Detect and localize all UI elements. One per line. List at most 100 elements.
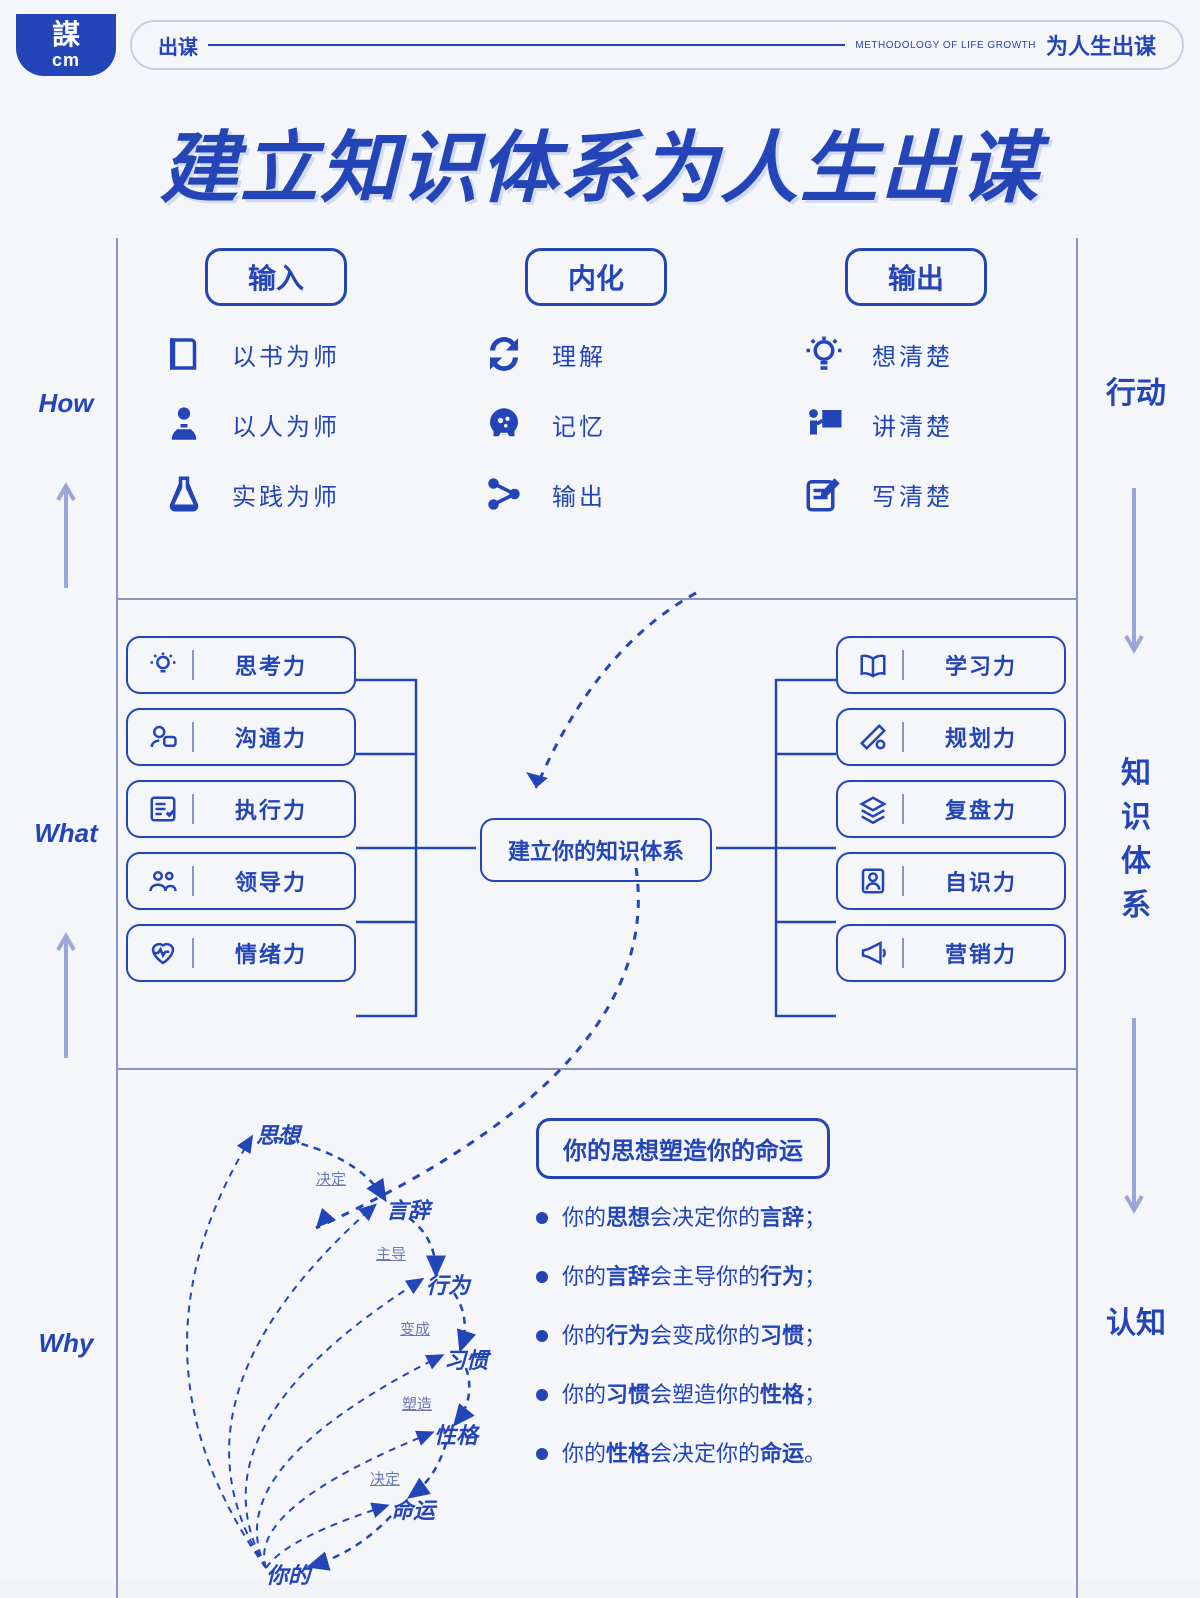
how-item: 讲清楚 bbox=[800, 400, 1068, 448]
how-item-text: 理解 bbox=[552, 337, 606, 372]
ruler-icon bbox=[856, 720, 890, 754]
team-icon bbox=[146, 864, 180, 898]
how-item: 实践为师 bbox=[160, 470, 428, 518]
how-item: 以书为师 bbox=[160, 330, 428, 378]
skill-text: 营销力 bbox=[916, 937, 1046, 969]
header: 謀 cm 出谋 METHODOLOGY OF LIFE GROWTH 为人生出谋 bbox=[0, 0, 1200, 86]
how-item: 记忆 bbox=[480, 400, 748, 448]
down-arrow-icon bbox=[1124, 488, 1144, 658]
skill-text: 沟通力 bbox=[206, 721, 336, 753]
how-item: 想清楚 bbox=[800, 330, 1068, 378]
layers-icon bbox=[856, 792, 890, 826]
brain-icon bbox=[480, 400, 528, 448]
flask-icon bbox=[160, 470, 208, 518]
user-icon bbox=[856, 864, 890, 898]
skill-text: 学习力 bbox=[916, 649, 1046, 681]
how-item-text: 记忆 bbox=[552, 407, 606, 442]
up-arrow-icon bbox=[56, 928, 76, 1058]
how-item: 写清楚 bbox=[800, 470, 1068, 518]
skill-pill: 规划力 bbox=[836, 708, 1066, 766]
bulb-icon bbox=[800, 330, 848, 378]
write-icon bbox=[800, 470, 848, 518]
cycle-edge-label: 决定 bbox=[370, 1468, 400, 1489]
skill-pill: 执行力 bbox=[126, 780, 356, 838]
skill-pill: 营销力 bbox=[836, 924, 1066, 982]
how-item-text: 想清楚 bbox=[872, 337, 953, 372]
skill-pill: 自识力 bbox=[836, 852, 1066, 910]
how-column: 输入以书为师以人为师实践为师 bbox=[116, 248, 436, 588]
right-label-action: 行动 bbox=[1088, 368, 1184, 412]
why-bullet: 你的言辞会主导你的行为； bbox=[536, 1260, 1046, 1293]
how-item-text: 实践为师 bbox=[232, 477, 340, 512]
cycle-icon bbox=[480, 330, 528, 378]
how-item-text: 写清楚 bbox=[872, 477, 953, 512]
grid: How What Why 行动 知识体系 认知 输入以书为师以人为师实践为师内化… bbox=[16, 238, 1184, 1598]
how-item-text: 以书为师 bbox=[232, 337, 340, 372]
column-header: 输入 bbox=[205, 248, 347, 306]
section-what: 建立你的知识体系 思考力沟通力执行力领导力情绪力 学习力规划力复盘力自识力营销力 bbox=[116, 618, 1076, 1058]
cycle-node: 言辞 bbox=[386, 1193, 430, 1225]
logo-top: 謀 bbox=[52, 21, 80, 49]
cycle-edge-label: 变成 bbox=[400, 1318, 430, 1339]
why-bullet: 你的习惯会塑造你的性格； bbox=[536, 1378, 1046, 1411]
column-header: 内化 bbox=[525, 248, 667, 306]
why-right: 你的思想塑造你的命运 你的思想会决定你的言辞； 你的言辞会主导你的行为； 你的行为会… bbox=[536, 1118, 1046, 1496]
cycle-node: 习惯 bbox=[444, 1343, 488, 1375]
why-bullet: 你的思想会决定你的言辞； bbox=[536, 1201, 1046, 1234]
vertical-line-right bbox=[1076, 238, 1078, 1598]
present-icon bbox=[800, 400, 848, 448]
how-column: 输出想清楚讲清楚写清楚 bbox=[756, 248, 1076, 588]
bulb2-icon bbox=[146, 648, 180, 682]
logo-sub: cm bbox=[52, 51, 80, 69]
header-right-label: 为人生出谋 bbox=[1046, 29, 1156, 61]
header-pill: 出谋 METHODOLOGY OF LIFE GROWTH 为人生出谋 bbox=[130, 20, 1184, 70]
down-arrow-icon bbox=[1124, 1018, 1144, 1218]
header-small-text: METHODOLOGY OF LIFE GROWTH bbox=[855, 40, 1036, 51]
share-icon bbox=[480, 470, 528, 518]
how-item: 输出 bbox=[480, 470, 748, 518]
why-list: 你的思想会决定你的言辞； 你的言辞会主导你的行为； 你的行为会变成你的习惯； 你的习惯… bbox=[536, 1201, 1046, 1470]
why-bullet: 你的性格会决定你的命运。 bbox=[536, 1437, 1046, 1470]
up-arrow-icon bbox=[56, 478, 76, 588]
skill-pill: 思考力 bbox=[126, 636, 356, 694]
how-item-text: 讲清楚 bbox=[872, 407, 953, 442]
skill-text: 复盘力 bbox=[916, 793, 1046, 825]
row-label-why: Why bbox=[16, 1328, 116, 1359]
cycle-node: 思想 bbox=[256, 1118, 300, 1150]
cycle-node: 行为 bbox=[426, 1268, 470, 1300]
cycle-edge-label: 主导 bbox=[376, 1243, 406, 1264]
row-label-what: What bbox=[16, 818, 116, 849]
skill-pill: 复盘力 bbox=[836, 780, 1066, 838]
cycle-node: 你的 bbox=[266, 1558, 310, 1590]
mega-icon bbox=[856, 936, 890, 970]
header-left-label: 出谋 bbox=[158, 31, 198, 60]
skill-pill: 学习力 bbox=[836, 636, 1066, 694]
cycle-edge-label: 塑造 bbox=[402, 1393, 432, 1414]
why-bullet: 你的行为会变成你的习惯； bbox=[536, 1319, 1046, 1352]
why-header: 你的思想塑造你的命运 bbox=[536, 1118, 830, 1179]
cycle-node: 命运 bbox=[391, 1493, 435, 1525]
skill-text: 执行力 bbox=[206, 793, 336, 825]
section-how: 输入以书为师以人为师实践为师内化理解记忆输出输出想清楚讲清楚写清楚 bbox=[116, 248, 1076, 588]
section-why: 你的思想塑造你的命运 你的思想会决定你的言辞； 你的言辞会主导你的行为； 你的行为会… bbox=[116, 1088, 1076, 1598]
right-label-cognition: 认知 bbox=[1088, 1298, 1184, 1342]
cycle-diagram: 思想言辞行为习惯性格命运你的决定主导变成塑造决定 bbox=[136, 1098, 556, 1588]
how-item: 理解 bbox=[480, 330, 748, 378]
main-title: 建立知识体系为人生出谋 bbox=[16, 106, 1184, 218]
header-line bbox=[208, 44, 845, 46]
dashed-arrow-top bbox=[496, 588, 736, 818]
how-item-text: 以人为师 bbox=[232, 407, 340, 442]
skill-pill: 沟通力 bbox=[126, 708, 356, 766]
row-label-how: How bbox=[16, 388, 116, 419]
check-icon bbox=[146, 792, 180, 826]
right-label-knowledge: 知识体系 bbox=[1088, 748, 1184, 924]
skills-right: 学习力规划力复盘力自识力营销力 bbox=[836, 636, 1066, 982]
bookopen-icon bbox=[856, 648, 890, 682]
how-column: 内化理解记忆输出 bbox=[436, 248, 756, 588]
book-icon bbox=[160, 330, 208, 378]
column-header: 输出 bbox=[845, 248, 987, 306]
heart-icon bbox=[146, 936, 180, 970]
how-item-text: 输出 bbox=[552, 477, 606, 512]
person-icon bbox=[160, 400, 208, 448]
cycle-edge-label: 决定 bbox=[316, 1168, 346, 1189]
